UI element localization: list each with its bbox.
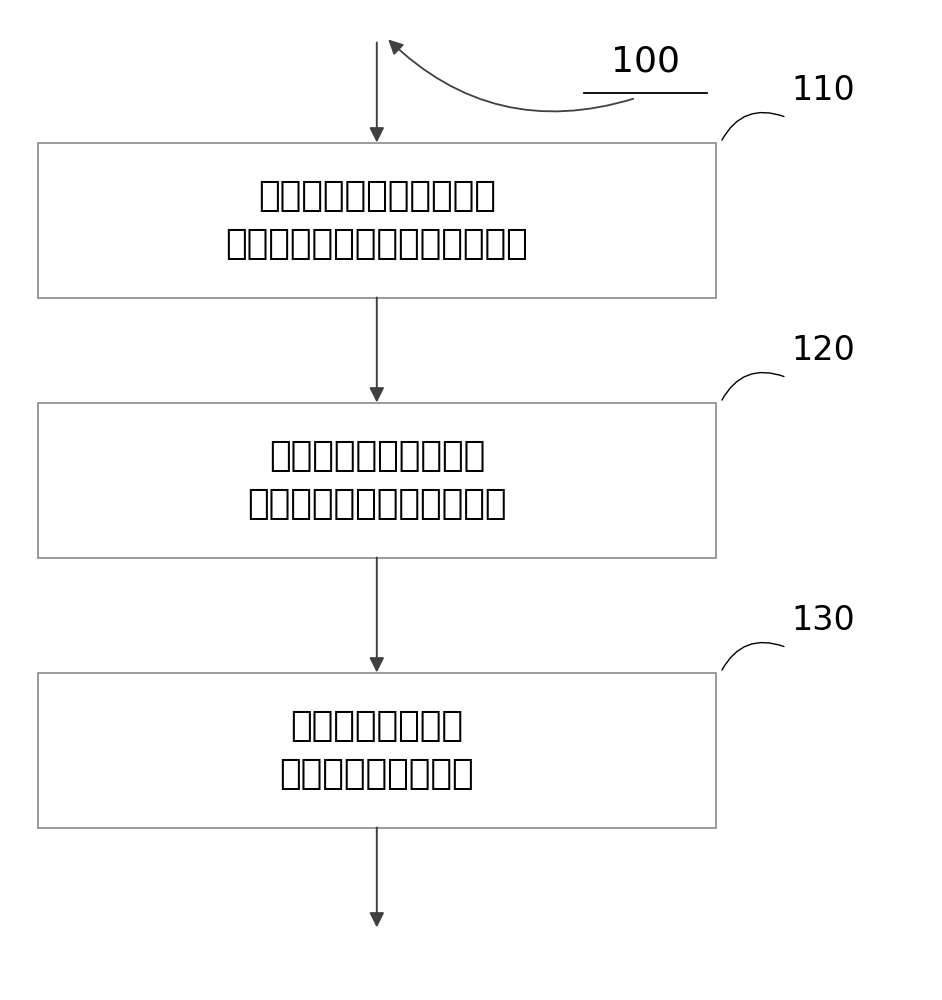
FancyArrowPatch shape [390, 41, 633, 111]
Text: 评估当前信道以得到表征
当前信道的拥堵状态的第一参数: 评估当前信道以得到表征 当前信道的拥堵状态的第一参数 [225, 179, 528, 261]
FancyBboxPatch shape [38, 142, 716, 298]
Text: 130: 130 [791, 604, 855, 638]
FancyArrowPatch shape [722, 373, 784, 400]
Text: 100: 100 [610, 45, 680, 79]
FancyBboxPatch shape [38, 402, 716, 558]
Text: 将第一参数与第一阈值
作比较以得到第一比较结果: 将第一参数与第一阈值 作比较以得到第一比较结果 [247, 439, 507, 521]
Text: 120: 120 [791, 334, 855, 367]
Text: 110: 110 [791, 74, 855, 107]
Text: 根据第一比较结果
来适配竞争窗口大小: 根据第一比较结果 来适配竞争窗口大小 [280, 709, 474, 791]
FancyBboxPatch shape [38, 672, 716, 828]
FancyArrowPatch shape [722, 643, 784, 670]
FancyArrowPatch shape [722, 113, 784, 140]
